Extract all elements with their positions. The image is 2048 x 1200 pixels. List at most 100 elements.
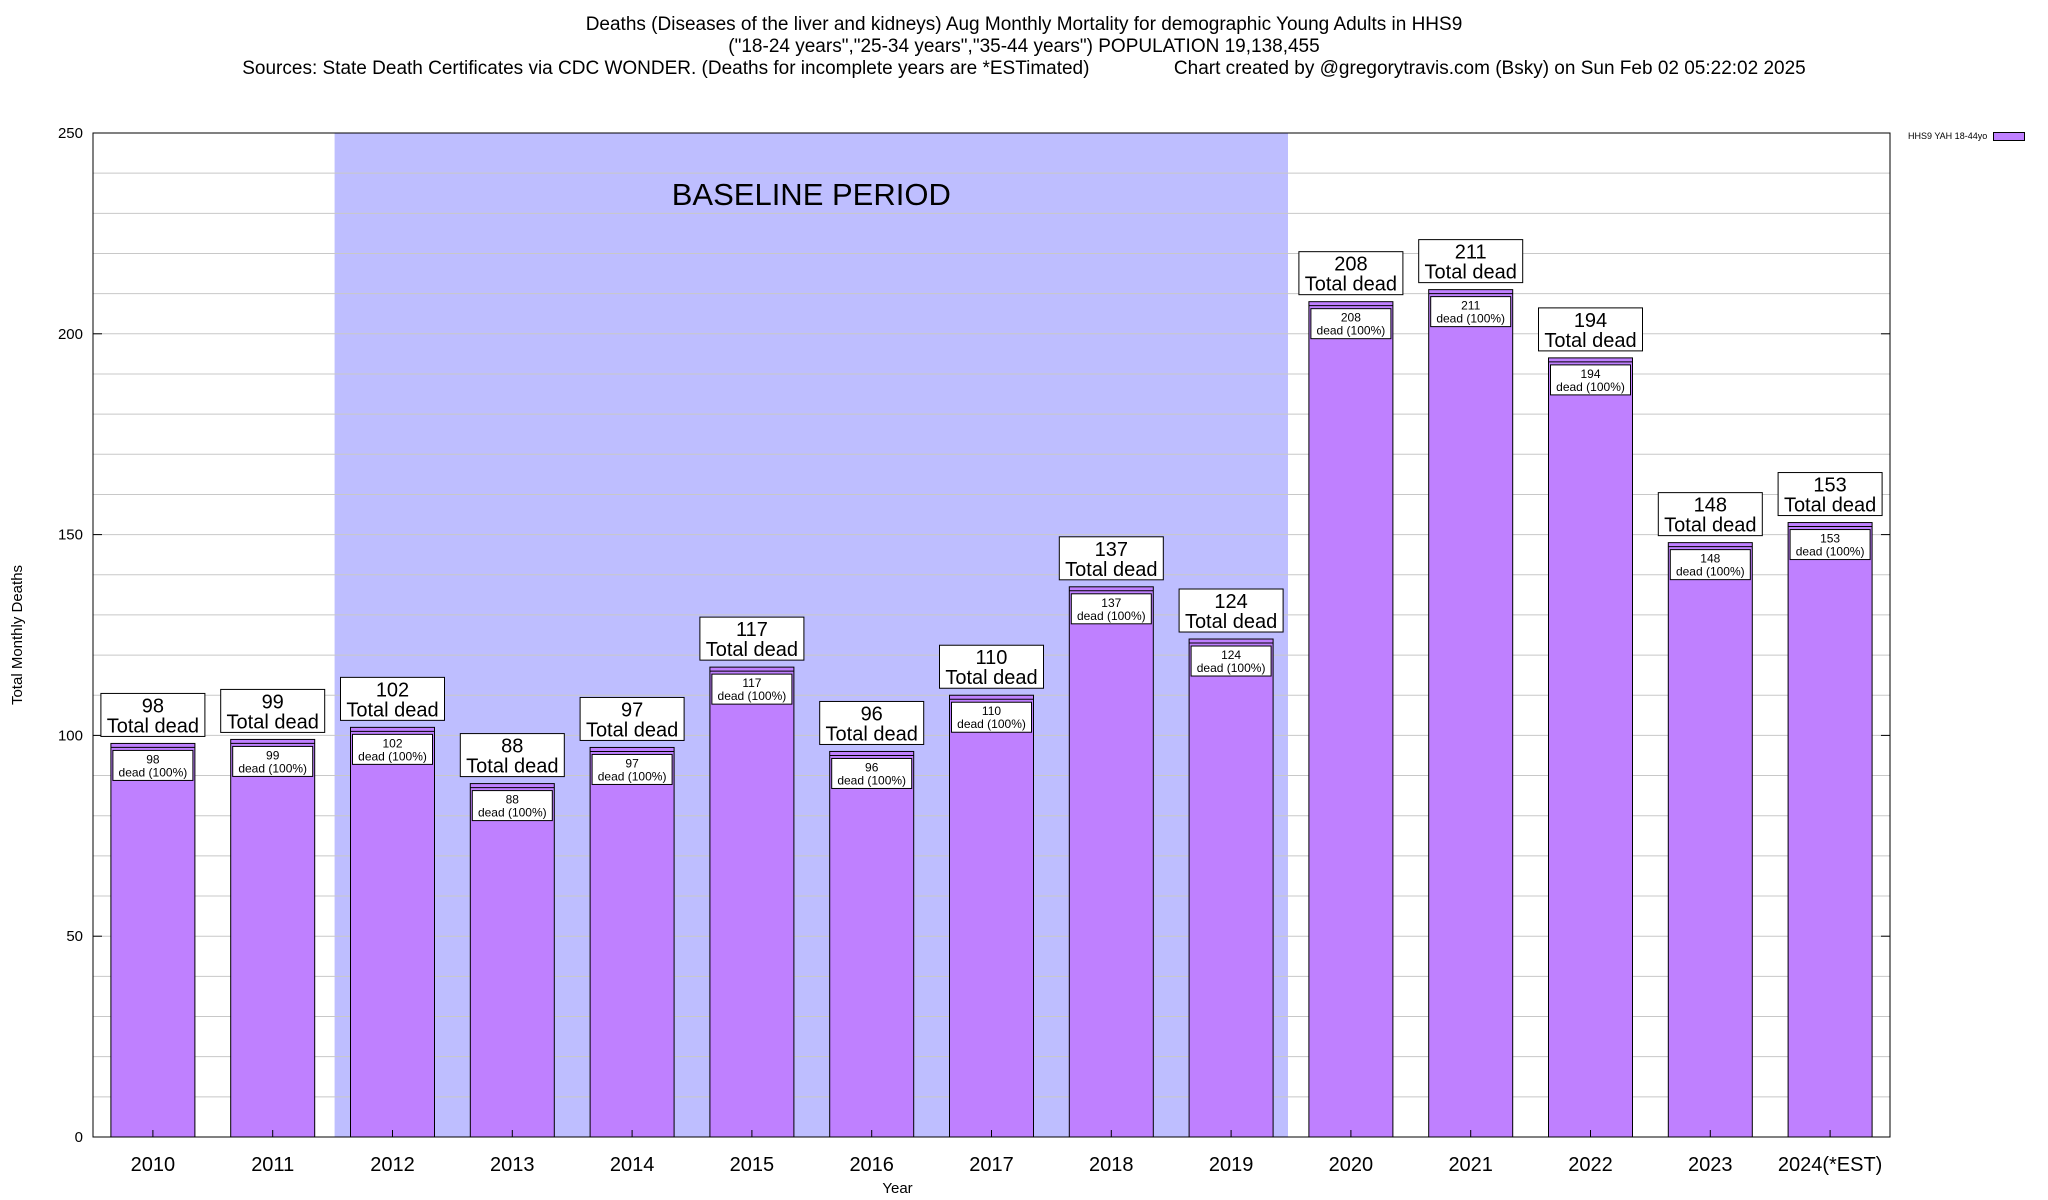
bar-inner-label-box bbox=[1190, 645, 1272, 677]
bar-inner-label-box bbox=[352, 733, 433, 765]
x-tick-label: 2021 bbox=[1448, 1154, 1493, 1176]
bar-inner-label: dead (100%) bbox=[1436, 312, 1505, 326]
bar-inner-value: 98 bbox=[146, 752, 160, 766]
bar-inner-label-box bbox=[711, 673, 793, 705]
y-tick-label: 0 bbox=[75, 1129, 83, 1146]
bar-inner-label: dead (100%) bbox=[238, 761, 307, 775]
bar-inner-label: dead (100%) bbox=[119, 765, 188, 779]
bar-inner-label-box bbox=[1310, 308, 1392, 340]
bar-inner-value: 208 bbox=[1341, 311, 1361, 325]
bar-total-label: Total dead bbox=[346, 699, 438, 721]
bar-inner-value: 211 bbox=[1461, 299, 1480, 313]
bar bbox=[1548, 357, 1633, 1138]
bar-total-value: 98 bbox=[142, 695, 164, 717]
x-tick-label: 2024(*EST) bbox=[1778, 1154, 1883, 1176]
x-tick-label: 2017 bbox=[969, 1154, 1014, 1176]
bar-total-label-box bbox=[220, 688, 326, 733]
legend-label: HHS9 YAH 18-44yo bbox=[1908, 131, 1988, 141]
bar-total-value: 194 bbox=[1574, 310, 1607, 332]
bar-total-label-box bbox=[939, 644, 1044, 689]
bar-total-label: Total dead bbox=[1305, 274, 1397, 296]
bar-inner-label: dead (100%) bbox=[1317, 324, 1386, 338]
bar-inner-label-box bbox=[1669, 549, 1751, 581]
bar bbox=[469, 783, 555, 1138]
bar-total-value: 137 bbox=[1095, 539, 1128, 561]
bar-total-label: Total dead bbox=[466, 756, 558, 778]
bar-total-label-box bbox=[579, 696, 685, 741]
bar-inner-label-box bbox=[1550, 364, 1631, 396]
bar bbox=[1068, 586, 1154, 1138]
bar-inner-label-box bbox=[951, 701, 1032, 733]
bar-total-label-box bbox=[699, 616, 805, 661]
x-tick-label: 2020 bbox=[1329, 1154, 1374, 1176]
bar-total-value: 102 bbox=[376, 679, 409, 701]
bar-inner-label-box bbox=[1430, 296, 1512, 328]
bar-inner-label-box bbox=[112, 749, 194, 781]
y-tick-label: 100 bbox=[58, 727, 83, 744]
bar-total-value: 148 bbox=[1694, 495, 1727, 517]
bar-total-label-box bbox=[1538, 307, 1643, 352]
bar-inner-value: 194 bbox=[1580, 367, 1600, 381]
bar-total-value: 208 bbox=[1334, 254, 1367, 276]
chart-title-line-3: Sources: State Death Certificates via CD… bbox=[242, 58, 1806, 79]
bar-total-label: Total dead bbox=[1784, 495, 1876, 517]
x-tick-label: 2013 bbox=[490, 1154, 535, 1176]
bar-inner-label: dead (100%) bbox=[1077, 609, 1146, 623]
bar-total-label-box bbox=[1657, 492, 1763, 537]
bar-total-label: Total dead bbox=[1425, 262, 1517, 284]
x-tick-label: 2010 bbox=[131, 1154, 176, 1176]
bar-inner-value: 97 bbox=[625, 756, 639, 770]
bar-inner-value: 117 bbox=[742, 676, 761, 690]
bar bbox=[1787, 522, 1873, 1138]
bar-total-value: 97 bbox=[621, 699, 643, 721]
bar-total-label: Total dead bbox=[945, 667, 1037, 689]
bar-inner-value: 96 bbox=[865, 760, 879, 774]
y-tick-label: 50 bbox=[66, 928, 83, 945]
x-tick-label: 2014 bbox=[610, 1154, 655, 1176]
bar-total-label: Total dead bbox=[1544, 330, 1636, 352]
bar-total-value: 88 bbox=[501, 736, 523, 758]
bar-total-label-box bbox=[100, 692, 206, 737]
bar bbox=[1308, 301, 1394, 1138]
y-tick-label: 250 bbox=[58, 125, 83, 142]
bar-inner-value: 102 bbox=[382, 736, 402, 750]
bar-total-label-box bbox=[1058, 536, 1164, 581]
bar-total-value: 96 bbox=[861, 703, 883, 725]
bar-inner-value: 110 bbox=[982, 704, 1001, 718]
chart-title-line-2: ("18-24 years","25-34 years","35-44 year… bbox=[728, 36, 1320, 57]
bar-inner-label: dead (100%) bbox=[1796, 545, 1865, 559]
bar-total-value: 117 bbox=[736, 619, 768, 641]
bar bbox=[949, 694, 1034, 1138]
bar-total-value: 99 bbox=[262, 691, 284, 713]
x-tick-label: 2016 bbox=[849, 1154, 894, 1176]
bar-total-label: Total dead bbox=[107, 715, 199, 737]
bar-total-label: Total dead bbox=[1065, 559, 1157, 581]
bar-inner-label-box bbox=[1070, 593, 1152, 625]
bar-total-value: 110 bbox=[976, 647, 1008, 669]
bar-inner-label: dead (100%) bbox=[598, 769, 667, 783]
chart-title-block: Deaths (Diseases of the liver and kidney… bbox=[0, 14, 2048, 80]
bar bbox=[110, 742, 196, 1138]
baseline-period-label: BASELINE PERIOD bbox=[672, 177, 951, 212]
bar bbox=[1428, 289, 1514, 1138]
bar-total-label: Total dead bbox=[227, 711, 319, 733]
x-tick-label: 2023 bbox=[1688, 1154, 1733, 1176]
bar-total-value: 153 bbox=[1813, 475, 1846, 497]
bar-total-label-box bbox=[819, 700, 925, 745]
bar-total-label-box bbox=[1418, 239, 1524, 284]
x-tick-label: 2012 bbox=[370, 1154, 415, 1176]
bar-inner-label-box bbox=[1789, 529, 1871, 561]
x-tick-label: 2015 bbox=[730, 1154, 775, 1176]
bar bbox=[350, 726, 435, 1138]
bar-inner-label-box bbox=[471, 790, 553, 822]
bar-total-label-box bbox=[1298, 251, 1404, 296]
bar-total-label: Total dead bbox=[586, 719, 678, 741]
bar-inner-label: dead (100%) bbox=[957, 717, 1026, 731]
bar-inner-label: dead (100%) bbox=[837, 773, 906, 787]
bar bbox=[1667, 542, 1753, 1138]
bar-inner-value: 148 bbox=[1700, 552, 1720, 566]
bar-inner-label: dead (100%) bbox=[358, 749, 427, 763]
bar-total-value: 124 bbox=[1214, 591, 1247, 613]
bar-inner-value: 153 bbox=[1820, 532, 1840, 546]
x-axis-label: Year bbox=[882, 1180, 912, 1197]
